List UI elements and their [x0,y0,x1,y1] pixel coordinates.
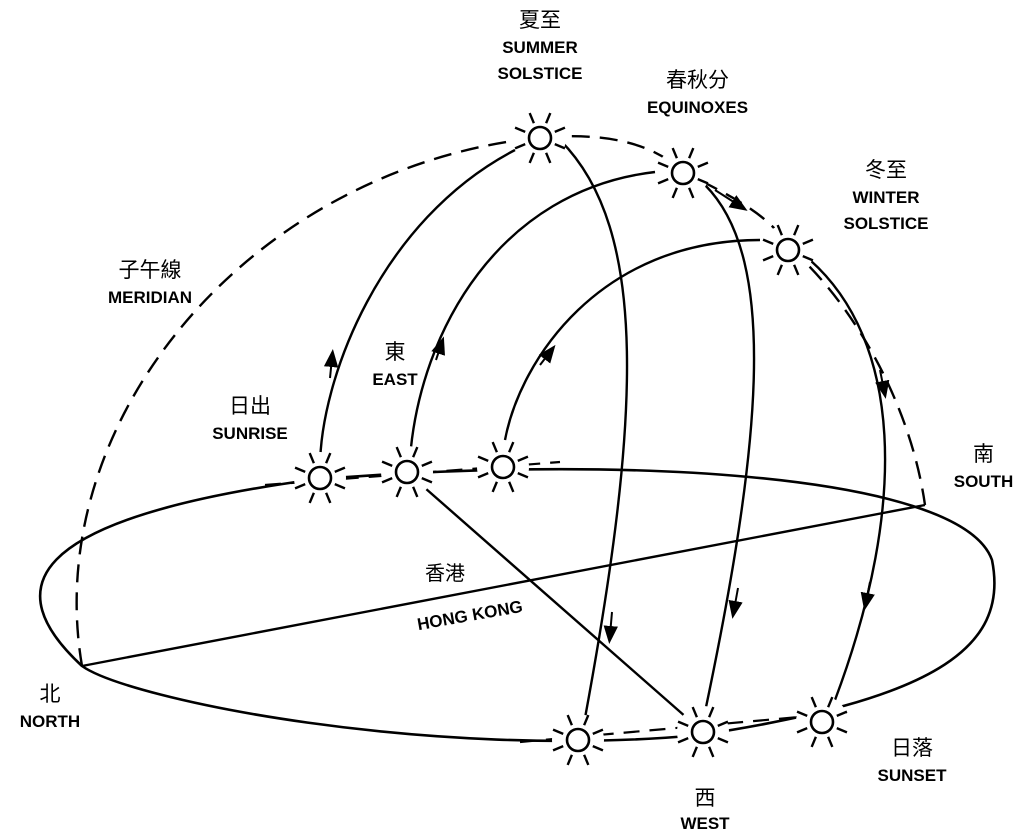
sunset-cn: 日落 [891,736,933,760]
south-en: SOUTH [953,472,1014,492]
equinox-sunrise-sun-icon [381,446,433,498]
winter-solstice-label: 冬至 WINTER SOLSTICE [830,158,942,233]
east-west-line [424,487,704,733]
summer-solstice-en1: SUMMER [502,38,578,58]
west-en: WEST [680,814,730,834]
summer-sunrise-sun-icon [294,452,346,504]
arrow-equinox-rise [431,336,445,361]
north-south-line [81,503,926,668]
winter-sunrise-sun-icon [477,441,529,493]
winter-sunset-sun-icon [796,696,848,748]
sunrise-en: SUNRISE [212,424,288,444]
sunrise-label: 日出 SUNRISE [195,394,305,444]
west-cn: 西 [694,786,716,810]
meridian-arc [75,135,927,667]
arrow-meridian-dash [714,189,748,211]
hong-kong-cn: 香港 [425,561,465,585]
summer-solstice-label: 夏至 SUMMER SOLSTICE [490,8,590,83]
arrow-winter-rise [538,344,556,366]
arrow-equinox-set [728,587,743,619]
equinox-path-set [703,184,756,713]
summer-path-set [559,139,629,719]
east-en: EAST [372,370,418,390]
equinox-sunset-sun-icon [677,706,729,758]
winter-path-rise [503,238,761,441]
south-cn: 南 [973,442,994,466]
east-cn: 東 [384,340,406,364]
winter-solstice-cn: 冬至 [865,158,907,182]
west-label: 西 WEST [675,786,735,834]
winter-solstice-en1: WINTER [852,188,920,208]
hong-kong-cn-label: 香港 [410,562,480,585]
horizon-ellipse [38,467,996,743]
north-cn: 北 [39,682,61,706]
winter-path-set [809,259,887,701]
equinoxes-en: EQUINOXES [646,98,749,118]
arrow-meridian-winter [875,369,890,399]
south-label: 南 SOUTH [940,442,1027,492]
summer-sunset-sun-icon [552,714,604,766]
arrow-winter-set [860,581,875,611]
winter-solstice-en2: SOLSTICE [843,213,929,233]
equinox-noon-sun-icon [657,147,709,199]
sunset-label: 日落 SUNSET [862,736,962,786]
sunrise-cn: 日出 [229,394,271,418]
sun-glyphs [294,112,848,766]
arrow-summer-set [603,611,618,644]
summer-solstice-en2: SOLSTICE [497,63,583,83]
east-label: 東 EAST [360,340,430,390]
arrow-summer-rise [323,349,339,379]
summer-solstice-noon-sun-icon [514,112,566,164]
sunset-en: SUNSET [877,766,947,786]
north-en: NORTH [19,712,81,732]
meridian-en: MERIDIAN [107,288,193,308]
equinoxes-label: 春秋分 EQUINOXES [630,68,765,118]
winter-solstice-noon-sun-icon [762,224,814,276]
summer-solstice-cn: 夏至 [519,8,561,32]
equinox-path-rise [408,170,656,459]
equinoxes-cn: 春秋分 [666,68,729,92]
meridian-label: 子午線 MERIDIAN [80,258,220,308]
summer-path-rise [318,148,516,469]
north-label: 北 NORTH [4,682,96,732]
meridian-cn: 子午線 [118,258,182,282]
